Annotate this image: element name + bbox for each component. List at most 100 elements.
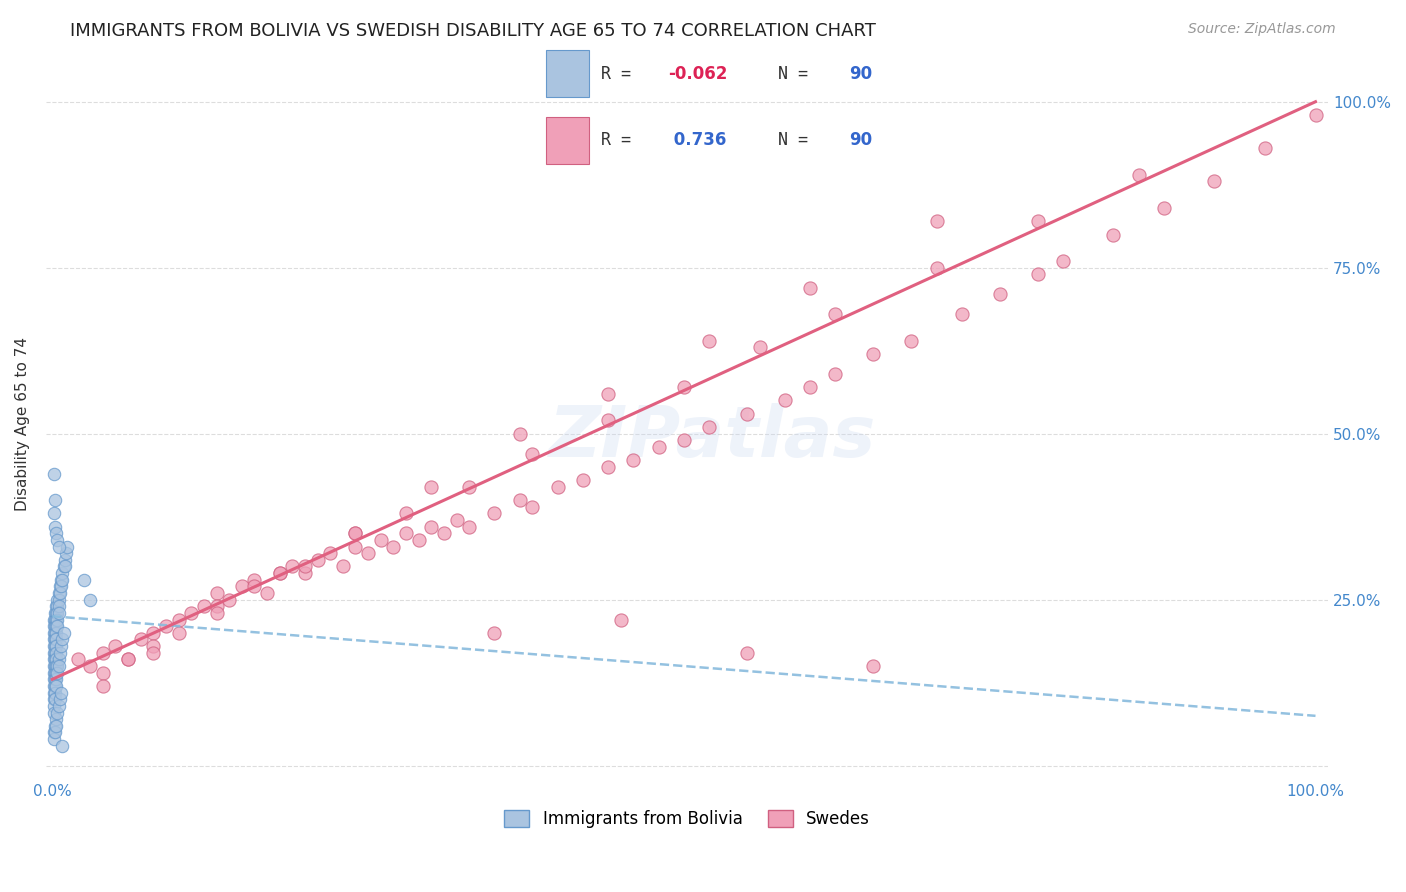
Point	[79, 592, 101, 607]
Text: ZIPatlas: ZIPatlas	[548, 403, 876, 473]
Point	[44, 519, 66, 533]
Point	[344, 526, 367, 541]
Point	[42, 679, 65, 693]
Point	[79, 659, 101, 673]
Point	[547, 480, 569, 494]
Point	[294, 566, 316, 580]
Point	[420, 480, 443, 494]
Point	[672, 380, 695, 394]
Point	[45, 665, 67, 680]
Point	[45, 632, 67, 647]
Point	[370, 533, 392, 547]
Point	[142, 646, 165, 660]
Point	[205, 606, 228, 620]
Point	[45, 639, 67, 653]
Text: N =: N =	[779, 65, 818, 83]
Point	[735, 407, 758, 421]
Point	[1305, 108, 1327, 122]
Point	[117, 652, 139, 666]
Point	[42, 632, 65, 647]
Point	[522, 500, 544, 514]
Point	[44, 673, 66, 687]
Point	[1204, 174, 1226, 188]
Point	[45, 606, 67, 620]
Point	[42, 639, 65, 653]
Point	[44, 619, 66, 633]
Point	[51, 632, 73, 647]
Point	[142, 639, 165, 653]
Point	[484, 625, 506, 640]
Point	[862, 347, 884, 361]
Point	[824, 307, 846, 321]
Point	[91, 665, 114, 680]
Point	[44, 685, 66, 699]
Point	[66, 652, 89, 666]
Point	[49, 692, 72, 706]
Point	[799, 380, 821, 394]
Point	[56, 540, 79, 554]
Point	[205, 599, 228, 614]
Point	[925, 260, 948, 275]
Legend: Immigrants from Bolivia, Swedes: Immigrants from Bolivia, Swedes	[498, 803, 876, 835]
Point	[344, 526, 367, 541]
Point	[572, 473, 595, 487]
Point	[91, 679, 114, 693]
Point	[1026, 268, 1049, 282]
Point	[1052, 254, 1074, 268]
Text: N =: N =	[779, 131, 818, 149]
Point	[598, 413, 620, 427]
Point	[281, 559, 304, 574]
Point	[42, 698, 65, 713]
Point	[46, 606, 69, 620]
Point	[344, 540, 367, 554]
Text: Source: ZipAtlas.com: Source: ZipAtlas.com	[1188, 22, 1336, 37]
Point	[44, 639, 66, 653]
Text: R =: R =	[602, 131, 641, 149]
Point	[49, 579, 72, 593]
Point	[44, 659, 66, 673]
Point	[52, 559, 75, 574]
Point	[45, 619, 67, 633]
Point	[53, 553, 76, 567]
Point	[42, 619, 65, 633]
Point	[522, 447, 544, 461]
Point	[243, 573, 266, 587]
Point	[52, 625, 75, 640]
Text: R =: R =	[602, 65, 641, 83]
Point	[697, 334, 720, 348]
Point	[862, 659, 884, 673]
Point	[218, 592, 240, 607]
Point	[44, 692, 66, 706]
Point	[420, 519, 443, 533]
Point	[900, 334, 922, 348]
Point	[42, 652, 65, 666]
Point	[48, 592, 70, 607]
Point	[243, 579, 266, 593]
Point	[42, 685, 65, 699]
Point	[269, 566, 291, 580]
Point	[42, 725, 65, 739]
Point	[45, 646, 67, 660]
Point	[42, 673, 65, 687]
Point	[46, 619, 69, 633]
Point	[44, 613, 66, 627]
Text: 90: 90	[849, 65, 872, 83]
Point	[697, 420, 720, 434]
Point	[51, 739, 73, 753]
Point	[45, 679, 67, 693]
Point	[42, 659, 65, 673]
Text: 0.736: 0.736	[668, 131, 727, 149]
Point	[672, 434, 695, 448]
Point	[269, 566, 291, 580]
Point	[51, 566, 73, 580]
Point	[319, 546, 342, 560]
Point	[104, 639, 127, 653]
Text: 90: 90	[849, 131, 872, 149]
Point	[45, 712, 67, 726]
Bar	[546, 117, 589, 164]
Point	[46, 613, 69, 627]
Point	[509, 426, 531, 441]
Point	[180, 606, 202, 620]
Point	[46, 599, 69, 614]
Point	[598, 459, 620, 474]
